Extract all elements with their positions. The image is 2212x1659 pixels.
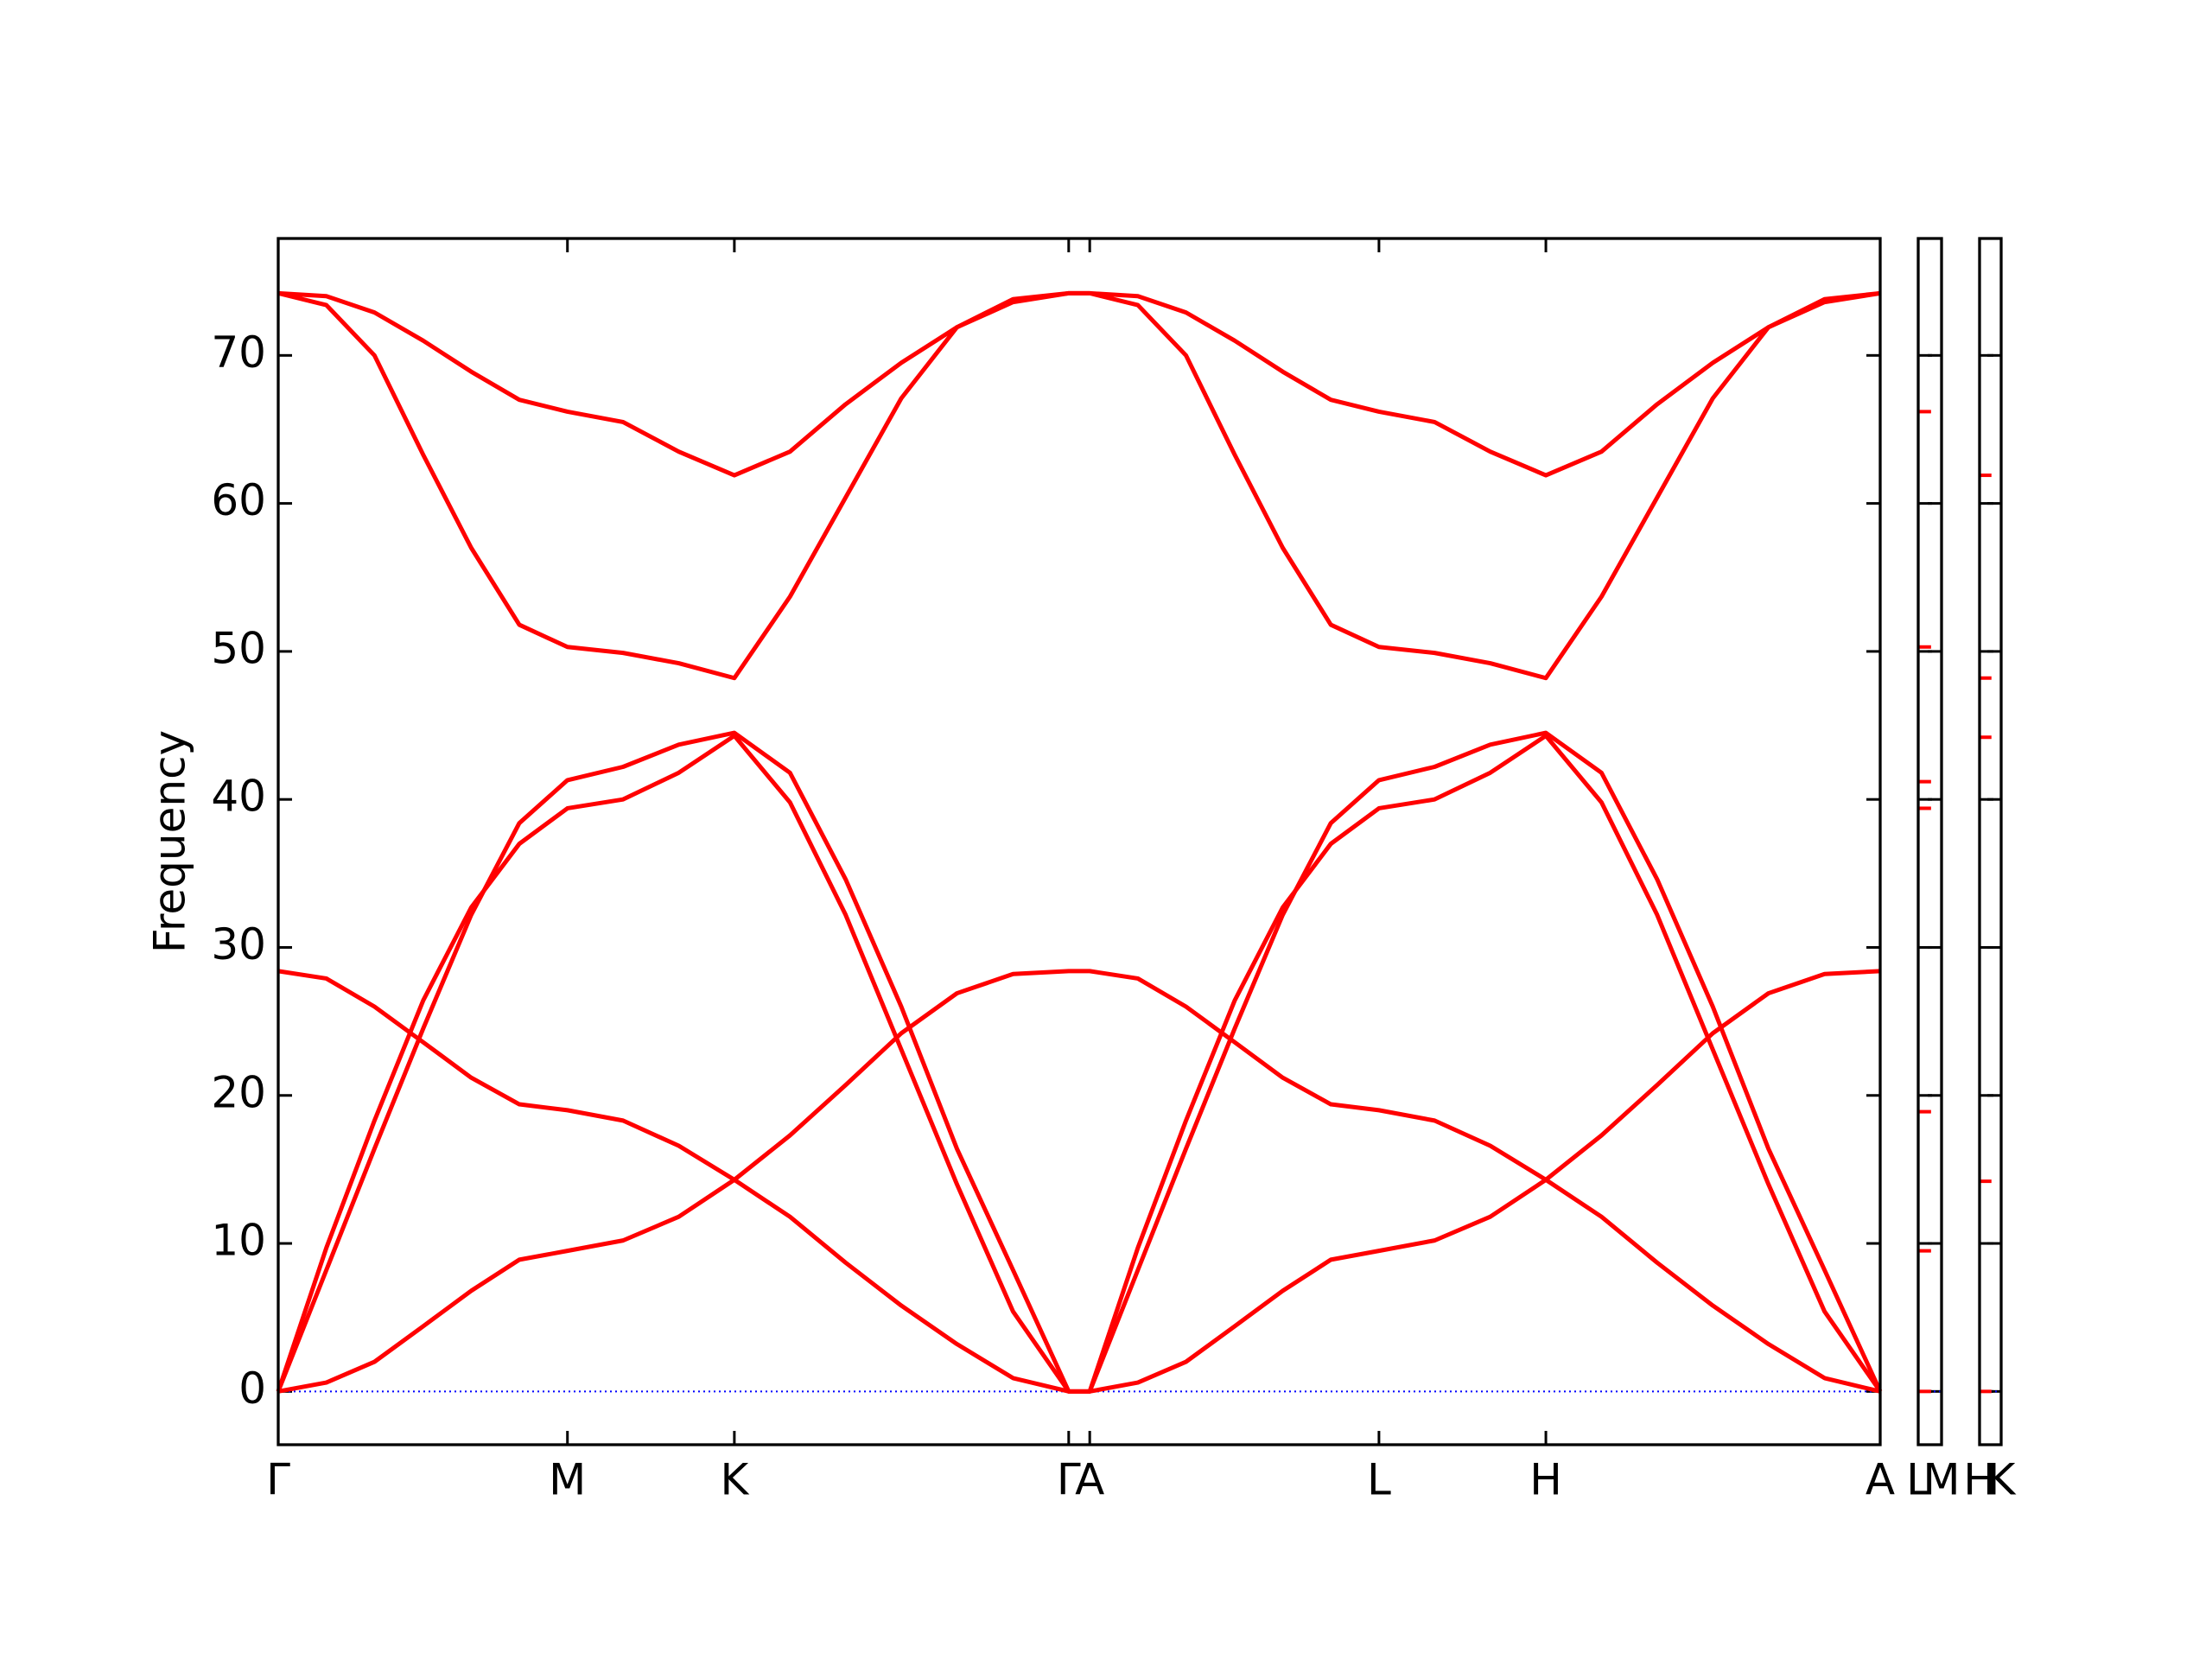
x-tick-label: K [1987, 1455, 2017, 1505]
y-tick-label: 70 [211, 327, 266, 378]
y-tick-label: 0 [238, 1363, 266, 1414]
x-tick-label: K [720, 1455, 749, 1505]
y-tick-label: 20 [211, 1067, 266, 1117]
x-tick-label: M [1923, 1455, 1960, 1505]
y-tick-label: 40 [211, 772, 266, 822]
y-tick-label: 10 [211, 1216, 266, 1266]
y-tick-label: 60 [211, 475, 266, 525]
axes-frame [1916, 237, 1943, 1446]
band-line [277, 290, 1881, 478]
axes-frame [1978, 237, 2003, 1446]
y-tick-label: 50 [211, 623, 266, 673]
axes-frame [276, 237, 1882, 1446]
band-line [277, 290, 1881, 681]
x-tick-label: A [1866, 1455, 1895, 1505]
x-tick-label: H [1963, 1455, 1996, 1505]
band-line [277, 969, 1881, 1394]
x-tick-label: L [1906, 1455, 1930, 1505]
x-tick-label: L [1367, 1455, 1391, 1505]
x-tick-label: Γ [266, 1455, 290, 1505]
band-line [276, 734, 1883, 1394]
band-line [276, 730, 1883, 1394]
band-line [277, 969, 1881, 1394]
x-tick-label: A [1075, 1455, 1104, 1505]
y-tick-label: 30 [211, 919, 266, 969]
y-axis-label: Frequency [145, 730, 195, 953]
x-tick-label: H [1529, 1455, 1562, 1505]
x-tick-label: M [549, 1455, 586, 1505]
x-tick-label: Γ [1057, 1455, 1081, 1505]
